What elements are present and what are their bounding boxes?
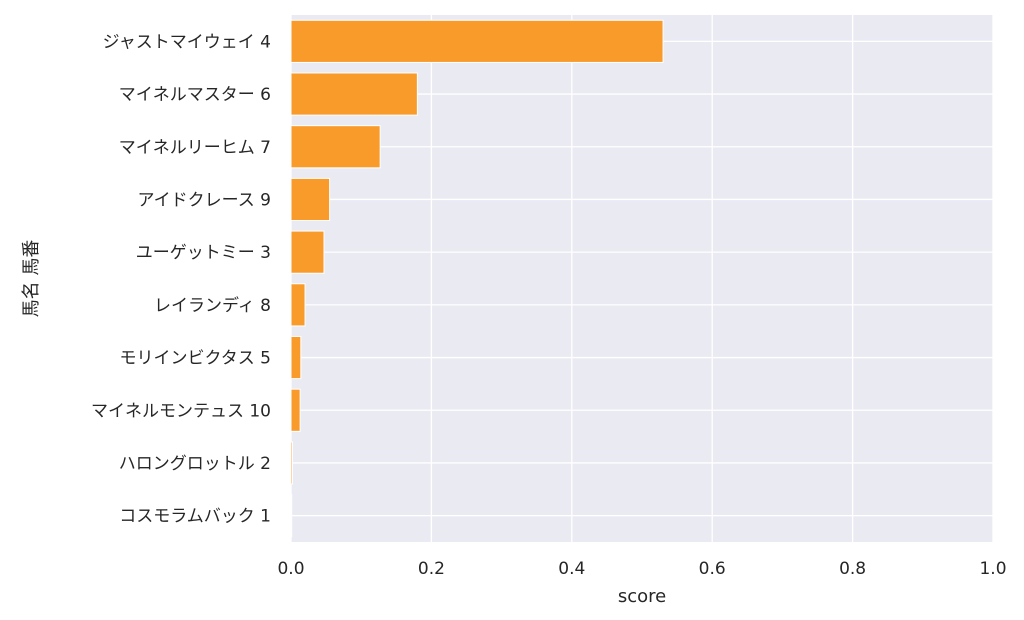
category-label: マイネルマスター 6 [119, 85, 271, 105]
bar [290, 177, 331, 222]
category-label: アイドクレース 9 [137, 190, 271, 210]
x-tick-label: 0.6 [699, 559, 726, 579]
bar [290, 388, 301, 432]
y-axis-label: 馬名 馬番 [21, 240, 42, 318]
x-tick-label: 0.2 [418, 559, 445, 579]
bar [290, 494, 293, 538]
category-label: ユーゲットミー 3 [136, 243, 271, 263]
x-tick-label: 0.4 [558, 559, 585, 579]
x-tick-labels: 0.0 0.2 0.4 0.6 0.8 1.0 [277, 559, 1006, 579]
bar [290, 230, 325, 274]
category-label: レイランディ 8 [154, 295, 271, 316]
category-label: コスモラムバック 1 [119, 507, 271, 527]
bar [290, 441, 293, 485]
category-label: モリインビクタス 5 [119, 349, 271, 369]
bar [290, 125, 381, 169]
bar [290, 283, 306, 327]
x-tick-label: 0.8 [839, 559, 866, 579]
category-label: マイネルモンテュス 10 [91, 401, 271, 421]
bar [290, 19, 664, 63]
bars [290, 19, 664, 538]
bar [290, 335, 302, 380]
x-tick-label: 0.0 [277, 559, 304, 579]
category-label: ハロングロットル 2 [119, 454, 271, 474]
x-tick-label: 1.0 [979, 559, 1006, 579]
category-label: ジャストマイウェイ 4 [103, 32, 271, 52]
bar [290, 72, 418, 116]
x-axis-label: score [618, 586, 666, 607]
category-label: マイネルリーヒム 7 [119, 138, 271, 158]
category-labels: ジャストマイウェイ 4 マイネルマスター 6 マイネルリーヒム 7 アイドクレース 9… [91, 32, 271, 526]
